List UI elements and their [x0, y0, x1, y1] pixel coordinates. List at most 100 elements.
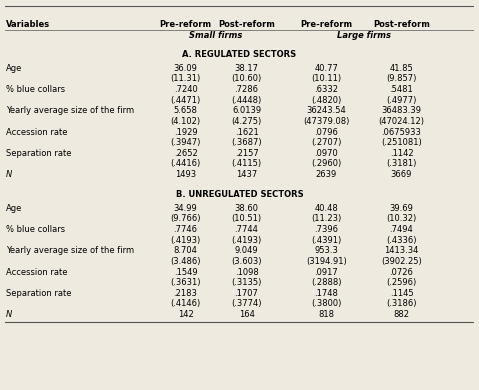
- Text: (.3800): (.3800): [311, 300, 342, 308]
- Text: (3194.91): (3194.91): [306, 257, 347, 266]
- Text: (3902.25): (3902.25): [381, 257, 422, 266]
- Text: (9.766): (9.766): [170, 215, 201, 223]
- Text: Large firms: Large firms: [337, 32, 391, 41]
- Text: 40.48: 40.48: [315, 204, 338, 213]
- Text: (.3947): (.3947): [171, 138, 201, 147]
- Text: (10.60): (10.60): [231, 74, 262, 83]
- Text: (10.51): (10.51): [231, 215, 262, 223]
- Text: .1549: .1549: [174, 268, 197, 277]
- Text: (.3181): (.3181): [386, 159, 417, 168]
- Text: (.4448): (.4448): [231, 96, 262, 105]
- Text: Separation rate: Separation rate: [6, 149, 71, 158]
- Text: .7494: .7494: [389, 225, 413, 234]
- Text: 36483.39: 36483.39: [381, 106, 422, 115]
- Text: .7240: .7240: [174, 85, 197, 94]
- Text: (11.31): (11.31): [171, 74, 201, 83]
- Text: 164: 164: [239, 310, 254, 319]
- Text: (.2960): (.2960): [311, 159, 342, 168]
- Text: Yearly average size of the firm: Yearly average size of the firm: [6, 246, 134, 255]
- Text: 953.3: 953.3: [314, 246, 338, 255]
- Text: 39.69: 39.69: [389, 204, 413, 213]
- Text: .5481: .5481: [389, 85, 413, 94]
- Text: (10.11): (10.11): [311, 74, 342, 83]
- Text: (4.102): (4.102): [171, 117, 201, 126]
- Text: (47024.12): (47024.12): [378, 117, 424, 126]
- Text: .0675933: .0675933: [381, 128, 422, 136]
- Text: (.251081): (.251081): [381, 138, 422, 147]
- Text: 2639: 2639: [316, 170, 337, 179]
- Text: 5.658: 5.658: [173, 106, 197, 115]
- Text: (3.486): (3.486): [170, 257, 201, 266]
- Text: (3.603): (3.603): [231, 257, 262, 266]
- Text: .6332: .6332: [314, 85, 338, 94]
- Text: .1707: .1707: [235, 289, 259, 298]
- Text: 6.0139: 6.0139: [232, 106, 261, 115]
- Text: 9.049: 9.049: [235, 246, 258, 255]
- Text: 34.99: 34.99: [174, 204, 197, 213]
- Text: B. UNREGULATED SECTORS: B. UNREGULATED SECTORS: [176, 190, 303, 199]
- Text: 1413.34: 1413.34: [384, 246, 419, 255]
- Text: N: N: [6, 170, 12, 179]
- Text: Separation rate: Separation rate: [6, 289, 71, 298]
- Text: .7746: .7746: [173, 225, 197, 234]
- Text: (47379.08): (47379.08): [303, 117, 350, 126]
- Text: 1437: 1437: [236, 170, 257, 179]
- Text: A. REGULATED SECTORS: A. REGULATED SECTORS: [182, 50, 297, 59]
- Text: 3669: 3669: [391, 170, 412, 179]
- Text: (4.275): (4.275): [231, 117, 262, 126]
- Text: % blue collars: % blue collars: [6, 225, 65, 234]
- Text: Accession rate: Accession rate: [6, 128, 67, 136]
- Text: % blue collars: % blue collars: [6, 85, 65, 94]
- Text: (.4336): (.4336): [386, 236, 417, 245]
- Text: (.4391): (.4391): [311, 236, 342, 245]
- Text: 38.17: 38.17: [235, 64, 259, 73]
- Text: Age: Age: [6, 204, 22, 213]
- Text: .1098: .1098: [235, 268, 258, 277]
- Text: .0917: .0917: [315, 268, 338, 277]
- Text: Pre-reform: Pre-reform: [160, 20, 212, 29]
- Text: N: N: [6, 310, 12, 319]
- Text: 818: 818: [319, 310, 334, 319]
- Text: 882: 882: [393, 310, 410, 319]
- Text: (.4977): (.4977): [386, 96, 417, 105]
- Text: (.3774): (.3774): [231, 300, 262, 308]
- Text: Variables: Variables: [6, 20, 50, 29]
- Text: (.3687): (.3687): [231, 138, 262, 147]
- Text: (10.32): (10.32): [387, 215, 417, 223]
- Text: Post-reform: Post-reform: [218, 20, 275, 29]
- Text: .0796: .0796: [314, 128, 338, 136]
- Text: .1142: .1142: [389, 149, 413, 158]
- Text: 38.60: 38.60: [235, 204, 259, 213]
- Text: (.4193): (.4193): [171, 236, 201, 245]
- Text: 40.77: 40.77: [314, 64, 338, 73]
- Text: .7396: .7396: [314, 225, 338, 234]
- Text: .1621: .1621: [235, 128, 258, 136]
- Text: (.3135): (.3135): [231, 278, 262, 287]
- Text: .0970: .0970: [315, 149, 338, 158]
- Text: (.4471): (.4471): [171, 96, 201, 105]
- Text: .1145: .1145: [389, 289, 413, 298]
- Text: .0726: .0726: [389, 268, 413, 277]
- Text: .7286: .7286: [235, 85, 259, 94]
- Text: .2183: .2183: [173, 289, 197, 298]
- Text: Age: Age: [6, 64, 22, 73]
- Text: (.2888): (.2888): [311, 278, 342, 287]
- Text: (.4416): (.4416): [171, 159, 201, 168]
- Text: .2157: .2157: [235, 149, 258, 158]
- Text: (.3186): (.3186): [386, 300, 417, 308]
- Text: Pre-reform: Pre-reform: [300, 20, 353, 29]
- Text: (.3631): (.3631): [170, 278, 201, 287]
- Text: 36.09: 36.09: [173, 64, 197, 73]
- Text: (.2707): (.2707): [311, 138, 342, 147]
- Text: (.4146): (.4146): [171, 300, 201, 308]
- Text: .2652: .2652: [174, 149, 197, 158]
- Text: Post-reform: Post-reform: [373, 20, 430, 29]
- Text: .1929: .1929: [174, 128, 197, 136]
- Text: 36243.54: 36243.54: [307, 106, 346, 115]
- Text: (.4115): (.4115): [231, 159, 262, 168]
- Text: (.2596): (.2596): [387, 278, 417, 287]
- Text: Accession rate: Accession rate: [6, 268, 67, 277]
- Text: Yearly average size of the firm: Yearly average size of the firm: [6, 106, 134, 115]
- Text: 1493: 1493: [175, 170, 196, 179]
- Text: (9.857): (9.857): [386, 74, 417, 83]
